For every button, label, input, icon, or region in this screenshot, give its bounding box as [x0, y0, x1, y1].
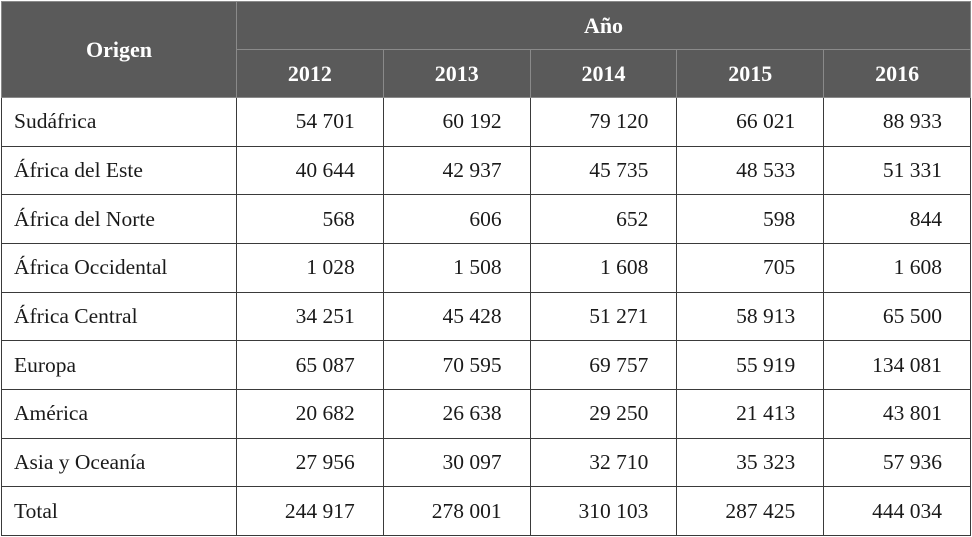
- total-row: Total 244 917 278 001 310 103 287 425 44…: [1, 486, 971, 536]
- row-label: África Central: [1, 291, 237, 342]
- cell-value: 244 917: [236, 486, 384, 536]
- cell-value: 32 710: [529, 437, 678, 488]
- row-label: Sudáfrica: [1, 97, 237, 147]
- cell-value: 42 937: [382, 145, 531, 196]
- year-group-header: Año: [236, 1, 971, 50]
- cell-value: 287 425: [676, 486, 825, 536]
- table-body: Sudáfrica 54 701 60 192 79 120 66 021 88…: [1, 97, 971, 536]
- origin-header: Origen: [1, 1, 237, 98]
- row-label: África del Norte: [1, 194, 237, 244]
- cell-value: 652: [529, 194, 678, 244]
- cell-value: 134 081: [823, 340, 971, 390]
- table-header: Origen Año 2012 2013 2014 2015 2016: [1, 1, 971, 98]
- row-label: Europa: [1, 340, 237, 390]
- row-label: Asia y Oceanía: [1, 437, 237, 488]
- cell-value: 598: [676, 194, 825, 244]
- cell-value: 45 735: [529, 145, 678, 196]
- year-header: 2015: [676, 49, 825, 98]
- row-label: África del Este: [1, 145, 237, 196]
- cell-value: 60 192: [382, 97, 531, 147]
- cell-value: 568: [236, 194, 384, 244]
- cell-value: 43 801: [823, 388, 971, 439]
- cell-value: 444 034: [823, 486, 971, 536]
- table-row: América 20 682 26 638 29 250 21 413 43 8…: [1, 388, 971, 439]
- cell-value: 27 956: [236, 437, 384, 488]
- row-label: América: [1, 388, 237, 439]
- table-row: África del Este 40 644 42 937 45 735 48 …: [1, 145, 971, 196]
- cell-value: 29 250: [529, 388, 678, 439]
- year-header: 2012: [236, 49, 384, 98]
- year-header: 2014: [529, 49, 678, 98]
- cell-value: 70 595: [382, 340, 531, 390]
- cell-value: 58 913: [676, 291, 825, 342]
- table-row: África del Norte 568 606 652 598 844: [1, 194, 971, 244]
- cell-value: 20 682: [236, 388, 384, 439]
- cell-value: 1 608: [529, 242, 678, 293]
- cell-value: 1 508: [382, 242, 531, 293]
- cell-value: 35 323: [676, 437, 825, 488]
- cell-value: 51 271: [529, 291, 678, 342]
- cell-value: 310 103: [529, 486, 678, 536]
- cell-value: 51 331: [823, 145, 971, 196]
- header-row-years: 2012 2013 2014 2015 2016: [2, 49, 971, 98]
- cell-value: 1 608: [823, 242, 971, 293]
- table-row: Europa 65 087 70 595 69 757 55 919 134 0…: [1, 340, 971, 390]
- cell-value: 55 919: [676, 340, 825, 390]
- cell-value: 54 701: [236, 97, 384, 147]
- cell-value: 88 933: [823, 97, 971, 147]
- cell-value: 65 500: [823, 291, 971, 342]
- table-row: África Central 34 251 45 428 51 271 58 9…: [1, 291, 971, 342]
- table-row: África Occidental 1 028 1 508 1 608 705 …: [1, 242, 971, 293]
- cell-value: 1 028: [236, 242, 384, 293]
- cell-value: 66 021: [676, 97, 825, 147]
- header-row-top: Origen Año: [1, 1, 971, 98]
- row-label: África Occidental: [1, 242, 237, 293]
- cell-value: 57 936: [823, 437, 971, 488]
- cell-value: 40 644: [236, 145, 384, 196]
- cell-value: 705: [676, 242, 825, 293]
- cell-value: 45 428: [382, 291, 531, 342]
- cell-value: 30 097: [382, 437, 531, 488]
- cell-value: 48 533: [676, 145, 825, 196]
- cell-value: 79 120: [529, 97, 678, 147]
- cell-value: 69 757: [529, 340, 678, 390]
- cell-value: 65 087: [236, 340, 384, 390]
- year-header: 2013: [382, 49, 531, 98]
- cell-value: 26 638: [382, 388, 531, 439]
- table-row: Sudáfrica 54 701 60 192 79 120 66 021 88…: [1, 97, 971, 147]
- cell-value: 34 251: [236, 291, 384, 342]
- cell-value: 21 413: [676, 388, 825, 439]
- cell-value: 606: [382, 194, 531, 244]
- table-row: Asia y Oceanía 27 956 30 097 32 710 35 3…: [1, 437, 971, 488]
- year-header: 2016: [823, 49, 971, 98]
- cell-value: 278 001: [382, 486, 531, 536]
- cell-value: 844: [823, 194, 971, 244]
- row-label: Total: [1, 486, 237, 536]
